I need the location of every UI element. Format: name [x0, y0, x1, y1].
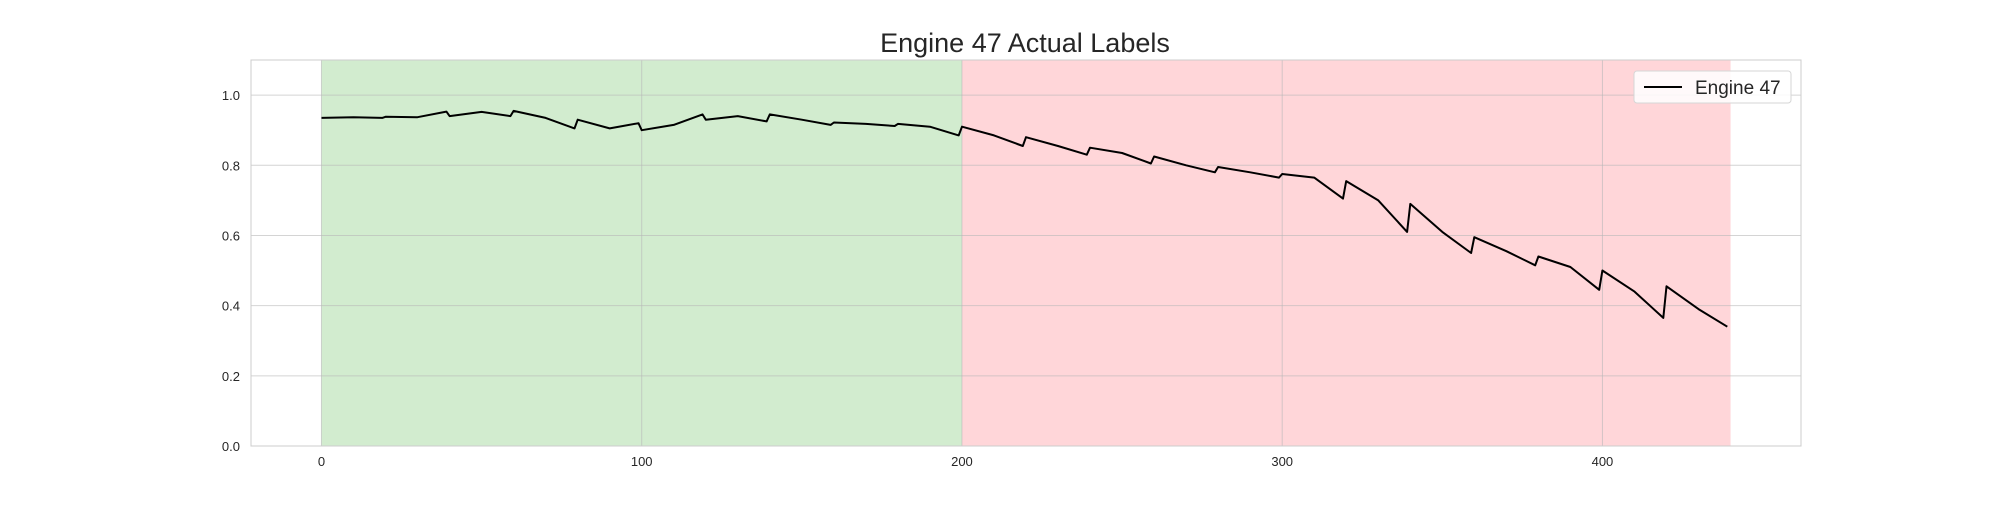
x-axis-tick-labels: 0 100 200 300 400 [318, 454, 1613, 469]
legend-box [1633, 70, 1792, 104]
legend[interactable]: Engine 47 [1633, 70, 1792, 104]
label-regions [321, 60, 1731, 446]
y-tick-label: 0.6 [222, 228, 240, 243]
y-tick-label: 0.0 [222, 439, 240, 454]
chart-title: Engine 47 Actual Labels [880, 28, 1170, 58]
y-axis-tick-labels: 0.0 0.2 0.4 0.6 0.8 1.0 [222, 88, 240, 454]
plot-frame [250, 59, 1802, 447]
y-tick-label: 0.8 [222, 158, 240, 173]
x-tick-label: 200 [951, 454, 973, 469]
x-tick-label: 0 [318, 454, 325, 469]
x-tick-label: 100 [631, 454, 653, 469]
x-tick-label: 400 [1592, 454, 1614, 469]
legend-label: Engine 47 [1695, 78, 1781, 99]
series-line-0 [321, 109, 1728, 328]
y-tick-label: 0.2 [222, 369, 240, 384]
label-region-1 [961, 60, 1731, 446]
y-tick-label: 1.0 [222, 88, 240, 103]
series-lines [321, 109, 1728, 328]
y-tick-label: 0.4 [222, 299, 240, 314]
x-tick-label: 300 [1271, 454, 1293, 469]
